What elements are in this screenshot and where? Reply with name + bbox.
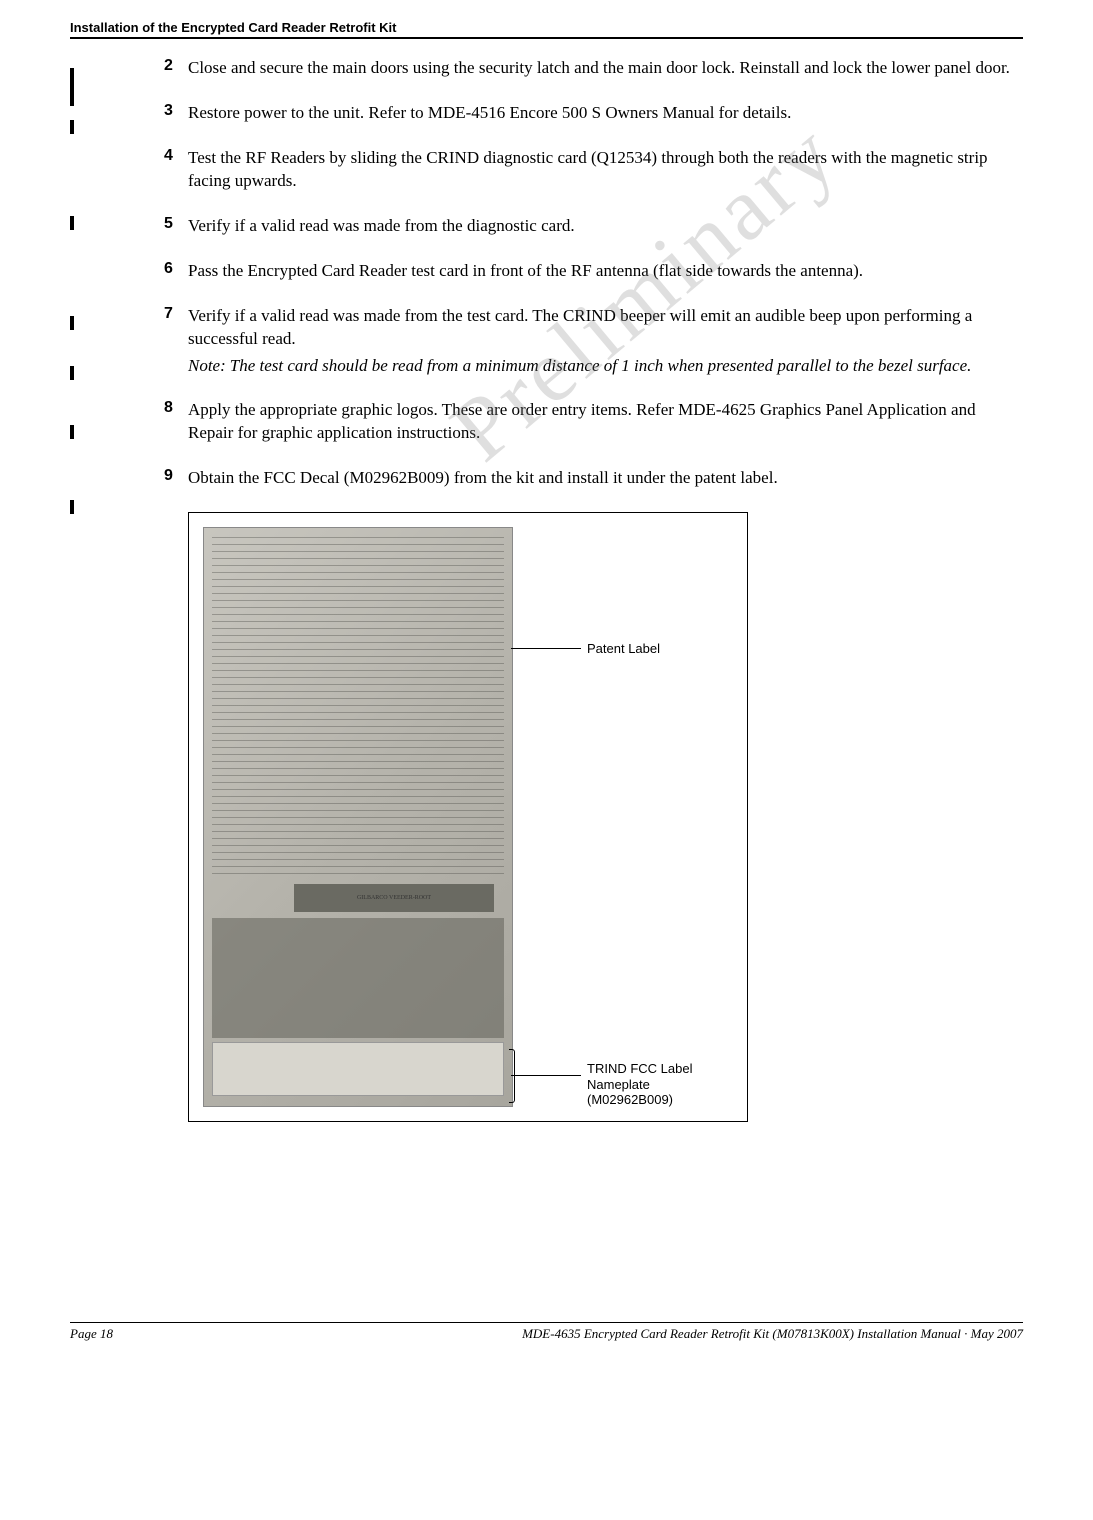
step-9: 9Obtain the FCC Decal (M02962B009) from …	[164, 467, 1023, 490]
step-number: 4	[164, 147, 188, 193]
figure-border: GILBARCO VEEDER-ROOT Patent Label TRIND …	[188, 512, 748, 1122]
step-text: Test the RF Readers by sliding the CRIND…	[188, 147, 1023, 193]
step-text: Restore power to the unit. Refer to MDE-…	[188, 102, 791, 125]
patent-label-photo: GILBARCO VEEDER-ROOT	[203, 527, 513, 1107]
step-number: 2	[164, 57, 188, 80]
callout-leader-1	[511, 648, 581, 649]
callout-fcc-line1: TRIND FCC Label Nameplate	[587, 1061, 692, 1092]
step-text: Verify if a valid read was made from the…	[188, 305, 1023, 378]
change-bar	[70, 216, 74, 230]
change-bar	[70, 500, 74, 514]
step-number: 9	[164, 467, 188, 490]
page-header: Installation of the Encrypted Card Reade…	[70, 20, 1023, 39]
step-text: Pass the Encrypted Card Reader test card…	[188, 260, 863, 283]
step-text: Verify if a valid read was made from the…	[188, 215, 575, 238]
step-3: 3Restore power to the unit. Refer to MDE…	[164, 102, 1023, 125]
callout-patent-label: Patent Label	[587, 641, 660, 656]
callout-fcc-line2: (M02962B009)	[587, 1092, 673, 1107]
callout-leader-2	[511, 1075, 581, 1076]
step-number: 5	[164, 215, 188, 238]
change-bar	[70, 316, 74, 330]
step-text: Obtain the FCC Decal (M02962B009) from t…	[188, 467, 778, 490]
callout-bracket	[509, 1049, 515, 1103]
step-text: Close and secure the main doors using th…	[188, 57, 1010, 80]
step-number: 7	[164, 305, 188, 378]
step-7: 7Verify if a valid read was made from th…	[164, 305, 1023, 378]
footer-page-number: Page 18	[70, 1326, 113, 1342]
footer-doc-title: MDE-4635 Encrypted Card Reader Retrofit …	[522, 1326, 1023, 1342]
step-number: 3	[164, 102, 188, 125]
callout-fcc-label: TRIND FCC Label Nameplate (M02962B009)	[587, 1061, 747, 1108]
step-8: 8Apply the appropriate graphic logos. Th…	[164, 399, 1023, 445]
change-bar	[70, 120, 74, 134]
patent-numbers-block	[212, 534, 504, 874]
step-number: 6	[164, 260, 188, 283]
step-number: 8	[164, 399, 188, 445]
step-note: Note: The test card should be read from …	[188, 355, 1023, 378]
change-bar	[70, 68, 74, 106]
fcc-nameplate	[212, 1042, 504, 1096]
step-2: 2Close and secure the main doors using t…	[164, 57, 1023, 80]
change-bar	[70, 366, 74, 380]
step-5: 5Verify if a valid read was made from th…	[164, 215, 1023, 238]
page-footer: Page 18 MDE-4635 Encrypted Card Reader R…	[70, 1322, 1023, 1342]
change-bar	[70, 425, 74, 439]
step-text: Apply the appropriate graphic logos. The…	[188, 399, 1023, 445]
gilbarco-logo: GILBARCO VEEDER-ROOT	[294, 884, 494, 912]
step-4: 4Test the RF Readers by sliding the CRIN…	[164, 147, 1023, 193]
fcc-text-block	[212, 918, 504, 1038]
figure: GILBARCO VEEDER-ROOT Patent Label TRIND …	[188, 512, 768, 1122]
step-6: 6Pass the Encrypted Card Reader test car…	[164, 260, 1023, 283]
